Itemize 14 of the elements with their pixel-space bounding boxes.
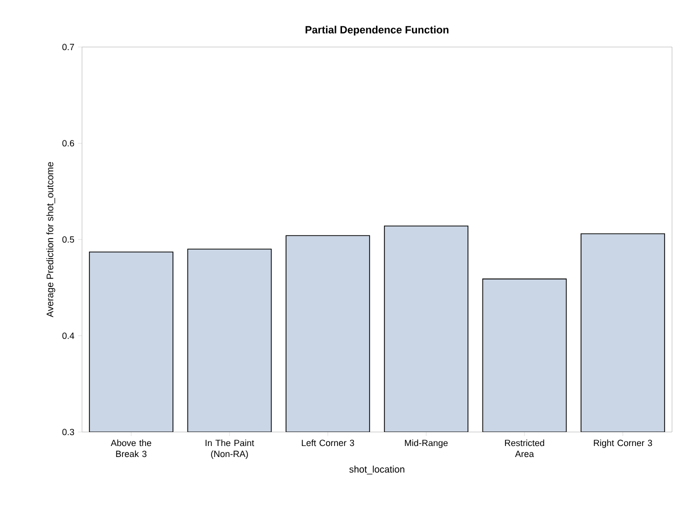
x-axis-title: shot_location bbox=[349, 466, 404, 474]
x-tick-label: In The Paint (Non-RA) bbox=[206, 440, 254, 459]
x-tick-label: Above the Break 3 bbox=[110, 440, 152, 458]
y-tick-label: 0.3 bbox=[62, 428, 74, 436]
x-tick-label: Restricted Area bbox=[505, 440, 544, 458]
x-tick-label: Left Corner 3 bbox=[302, 440, 354, 446]
y-tick-label: 0.4 bbox=[62, 332, 74, 339]
y-tick-label: 0.7 bbox=[62, 44, 74, 50]
y-tick-label: 0.6 bbox=[62, 140, 74, 146]
y-tick-label: 0.5 bbox=[62, 236, 74, 243]
y-axis-title: Average Prediction for shot_outcome bbox=[46, 162, 56, 318]
x-tick-label: Mid-Range bbox=[404, 440, 448, 448]
x-tick-label: Right Corner 3 bbox=[594, 440, 652, 448]
chart-title: Partial Dependence Function bbox=[306, 26, 448, 36]
